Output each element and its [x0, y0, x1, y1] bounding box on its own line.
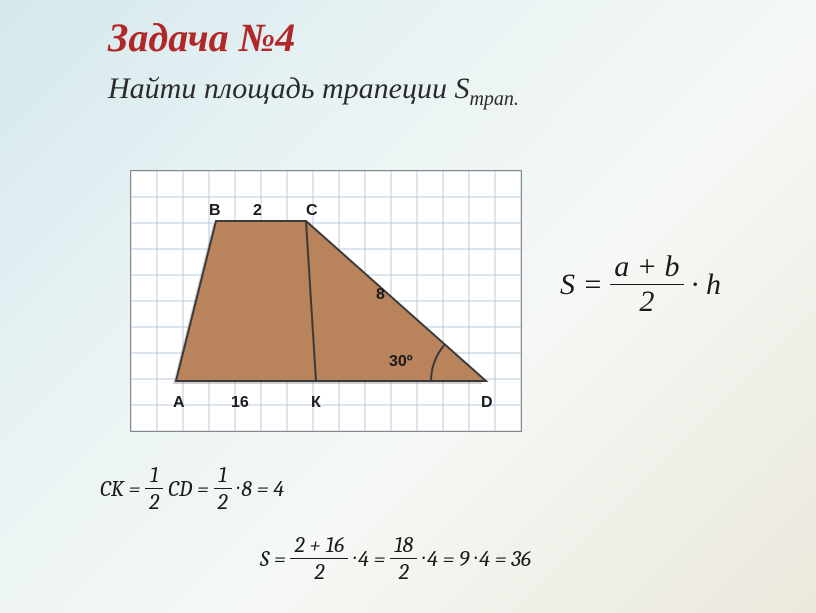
ck-frac2-num: 1: [214, 462, 232, 489]
area-formula: S = a + b 2 · h: [560, 250, 721, 319]
s-frac2: 18 2: [390, 532, 417, 585]
trapezoid-diagram: B C A К D 2 16 8 30º: [130, 170, 522, 432]
s-frac1-den: 2: [290, 559, 348, 585]
svg-text:D: D: [481, 394, 493, 411]
ck-frac1: 1 2: [145, 462, 163, 515]
formula-denominator: 2: [610, 285, 683, 319]
s-lhs: S =: [260, 546, 286, 572]
s-frac1: 2 + 16 2: [290, 532, 348, 585]
diagram-svg: B C A К D 2 16 8 30º: [131, 171, 521, 431]
formula-fraction: a + b 2: [610, 250, 683, 319]
subtitle-subscript: трап.: [469, 88, 518, 110]
problem-subtitle: Найти площадь трапеции Sтрап.: [108, 72, 519, 111]
s-frac2-num: 18: [390, 532, 417, 559]
svg-text:B: B: [209, 202, 221, 219]
formula-lhs: S: [560, 268, 575, 302]
ck-frac1-num: 1: [145, 462, 163, 489]
ck-mid2: · 8 = 4: [236, 476, 284, 502]
svg-text:8: 8: [376, 286, 385, 303]
ck-lhs: CK =: [100, 476, 140, 502]
svg-text:C: C: [306, 202, 318, 219]
s-frac1-num: 2 + 16: [290, 532, 348, 559]
formula-eq: =: [583, 268, 603, 302]
s-tail: · 4 = 9 · 4 = 36: [422, 546, 531, 572]
problem-title: Задача №4: [108, 14, 295, 61]
ck-frac1-den: 2: [145, 489, 163, 515]
ck-calculation: CK = 1 2 CD = 1 2 · 8 = 4: [100, 462, 284, 515]
ck-frac2-den: 2: [214, 489, 232, 515]
formula-tail: · h: [691, 268, 721, 302]
svg-text:A: A: [173, 394, 185, 411]
s-frac2-den: 2: [390, 559, 417, 585]
svg-text:К: К: [311, 394, 321, 411]
s-calculation: S = 2 + 16 2 · 4 = 18 2 · 4 = 9 · 4 = 36: [260, 532, 531, 585]
svg-text:2: 2: [253, 202, 262, 219]
subtitle-text: Найти площадь трапеции S: [108, 72, 469, 105]
svg-text:30º: 30º: [389, 353, 413, 370]
formula-numerator: a + b: [610, 250, 683, 285]
ck-mid1: CD =: [168, 476, 209, 502]
svg-text:16: 16: [231, 394, 249, 411]
ck-frac2: 1 2: [214, 462, 232, 515]
s-mid1: · 4 =: [353, 546, 385, 572]
